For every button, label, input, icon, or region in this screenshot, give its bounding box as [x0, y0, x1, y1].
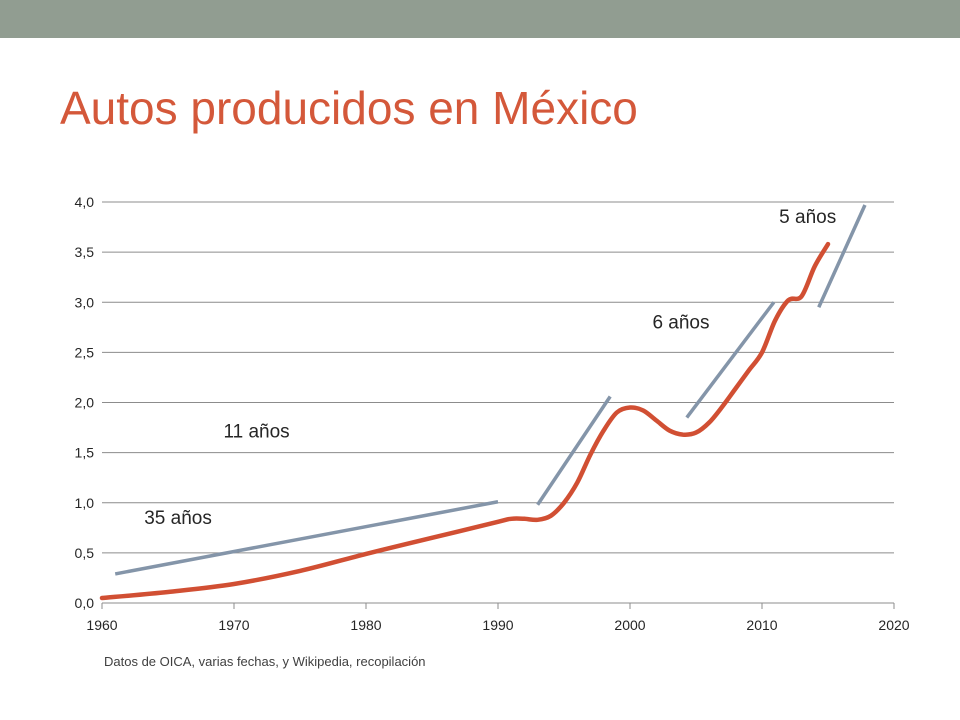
x-tick-label: 1990: [482, 617, 513, 633]
annotation-label: 11 años: [223, 422, 289, 443]
x-tick-label: 1970: [218, 617, 249, 633]
x-tick-label: 2000: [614, 617, 645, 633]
y-tick-label: 2,5: [75, 344, 95, 360]
y-tick-label: 3,5: [75, 244, 95, 260]
y-tick-label: 3,0: [75, 294, 95, 310]
annotation-label: 5 años: [779, 207, 836, 228]
y-tick-label: 0,0: [75, 595, 95, 611]
x-tick-label: 2020: [878, 617, 909, 633]
x-tick-label: 2010: [746, 617, 777, 633]
y-tick-label: 1,5: [75, 445, 95, 461]
slide-top-bar: [0, 0, 960, 38]
annotation-label: 35 años: [144, 508, 212, 529]
y-tick-label: 2,0: [75, 395, 95, 411]
y-tick-label: 0,5: [75, 545, 95, 561]
trend-line: [685, 301, 776, 419]
y-tick-label: 4,0: [75, 194, 95, 210]
source-note: Datos de OICA, varias fechas, y Wikipedi…: [104, 654, 426, 669]
production-series-line: [99, 241, 831, 601]
x-tick-label: 1960: [86, 617, 117, 633]
x-tick-label: 1980: [350, 617, 381, 633]
trend-line: [536, 395, 612, 506]
slide-title: Autos producidos en México: [60, 82, 638, 134]
annotation-label: 6 años: [652, 312, 709, 333]
trend-line: [114, 500, 499, 576]
y-tick-label: 1,0: [75, 495, 95, 511]
trend-line: [817, 204, 867, 308]
